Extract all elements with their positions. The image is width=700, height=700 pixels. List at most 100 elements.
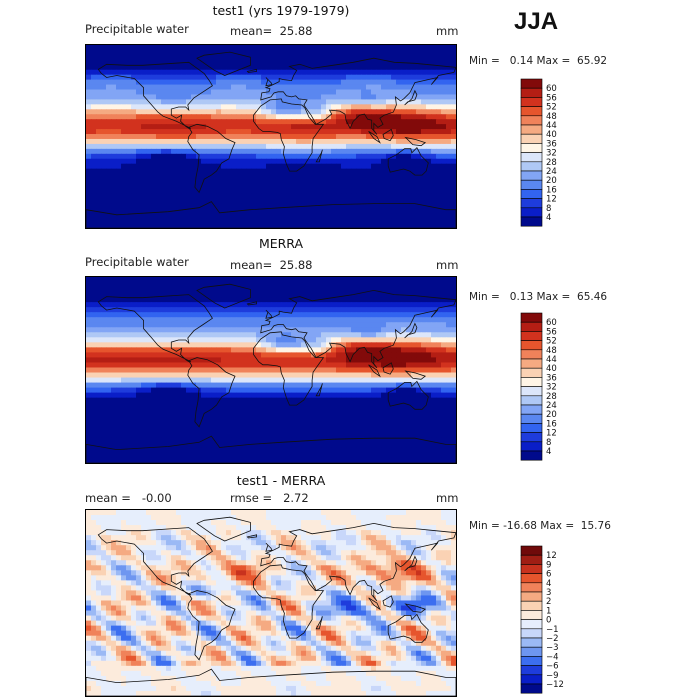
panel2-cell xyxy=(261,277,267,283)
panel1-cell xyxy=(296,218,302,224)
panel2-cell xyxy=(101,347,107,354)
panel1-cell xyxy=(216,119,222,125)
panel2-cell xyxy=(286,347,292,354)
panel2-cell xyxy=(201,342,207,348)
panel2-cell xyxy=(356,327,362,333)
panel2-cell xyxy=(401,317,407,323)
panel2-cell xyxy=(451,277,456,283)
panel1-cell xyxy=(326,89,332,96)
panel1-cell xyxy=(151,143,157,150)
panel1-cell xyxy=(296,99,302,105)
panel2-cell xyxy=(361,332,367,338)
panel1-cell xyxy=(321,129,327,135)
panel1-cell xyxy=(306,148,312,155)
panel1-cell xyxy=(406,163,412,170)
panel1-cell xyxy=(286,203,292,209)
panel1-cell xyxy=(281,119,287,125)
panel1-cell xyxy=(271,74,277,81)
panel2-cell xyxy=(181,357,187,364)
panel1-cell xyxy=(291,129,297,135)
panel2-cell xyxy=(451,287,456,293)
panel1-cell xyxy=(276,49,282,56)
panel1-cell xyxy=(91,158,97,165)
panel2-cell xyxy=(351,402,357,409)
panel1-cell xyxy=(391,188,397,194)
panel2-cell xyxy=(221,322,227,328)
panel1-cell xyxy=(321,203,327,209)
panel1-cell xyxy=(431,158,437,165)
panel1-cell xyxy=(301,114,307,120)
panel1-cell xyxy=(171,64,177,71)
panel1-cell xyxy=(111,54,117,61)
panel2-cell xyxy=(206,282,212,288)
panel1-cell xyxy=(296,188,302,194)
panel2-cell xyxy=(181,377,187,384)
panel2-cell xyxy=(386,417,392,424)
panel2-cell xyxy=(306,417,312,424)
panel2-cell xyxy=(256,397,262,404)
panel2-cell xyxy=(271,292,277,298)
panel2-cell xyxy=(176,407,182,414)
panel1-cell xyxy=(191,74,197,81)
panel2-cell xyxy=(161,287,167,293)
panel1-cell xyxy=(271,54,277,61)
panel2-cell xyxy=(141,332,147,338)
panel1-cell xyxy=(166,129,172,135)
panel1-cell xyxy=(111,153,117,160)
panel2-cell xyxy=(301,287,307,293)
panel2-cell xyxy=(326,397,332,404)
panel1-cell xyxy=(266,119,272,125)
panel1-cell xyxy=(306,208,312,214)
panel1-cell xyxy=(311,45,317,51)
panel1-cell xyxy=(271,49,277,56)
panel2-cell xyxy=(256,372,262,379)
panel1-cell xyxy=(221,64,227,71)
panel2-cell xyxy=(346,302,352,308)
panel2-cell xyxy=(211,412,217,419)
panel2-cell xyxy=(201,422,207,429)
panel1-cell xyxy=(431,163,437,170)
panel1-cell xyxy=(96,64,102,71)
panel1-cell xyxy=(336,138,342,145)
panel1-cell xyxy=(391,143,397,150)
panel2-cell xyxy=(436,332,442,338)
panel1-cell xyxy=(411,104,417,110)
panel1-cell xyxy=(441,89,447,96)
panel1-cell xyxy=(401,134,407,140)
panel1-cell xyxy=(136,163,142,170)
panel2-cell xyxy=(141,337,147,343)
panel1-cell xyxy=(221,143,227,150)
panel1-cell xyxy=(451,134,456,140)
panel1-mean-label: mean= xyxy=(230,24,273,38)
panel1-cell xyxy=(331,173,337,180)
panel2-cell xyxy=(311,287,317,293)
panel1-cell xyxy=(416,45,422,51)
panel1-cell xyxy=(311,109,317,115)
panel1-cell xyxy=(266,79,272,86)
panel1-cell xyxy=(166,119,172,125)
panel2-cell xyxy=(266,277,272,283)
panel2-cell xyxy=(106,382,112,389)
panel1-cell xyxy=(366,109,372,115)
panel1-cell xyxy=(161,99,167,105)
panel1-cell xyxy=(326,163,332,170)
panel2-cell xyxy=(351,302,357,308)
panel2-cell xyxy=(336,362,342,369)
panel1-cell xyxy=(171,94,177,101)
panel1-cell xyxy=(431,104,437,110)
panel2-cell xyxy=(281,362,287,369)
panel2-cell xyxy=(106,287,112,293)
panel1-cell xyxy=(161,163,167,170)
panel2-cell xyxy=(306,312,312,318)
panel1-cell xyxy=(211,168,217,175)
panel1-cell xyxy=(386,84,392,91)
panel1-cell xyxy=(286,198,292,204)
panel2-cell xyxy=(426,392,432,399)
panel1-cell xyxy=(246,198,252,204)
panel1-cell xyxy=(351,198,357,204)
panel2-cell xyxy=(206,312,212,318)
panel2-cell xyxy=(396,367,402,374)
panel2-cell xyxy=(256,392,262,399)
panel2-cell xyxy=(301,382,307,389)
panel1-cell xyxy=(141,138,147,145)
